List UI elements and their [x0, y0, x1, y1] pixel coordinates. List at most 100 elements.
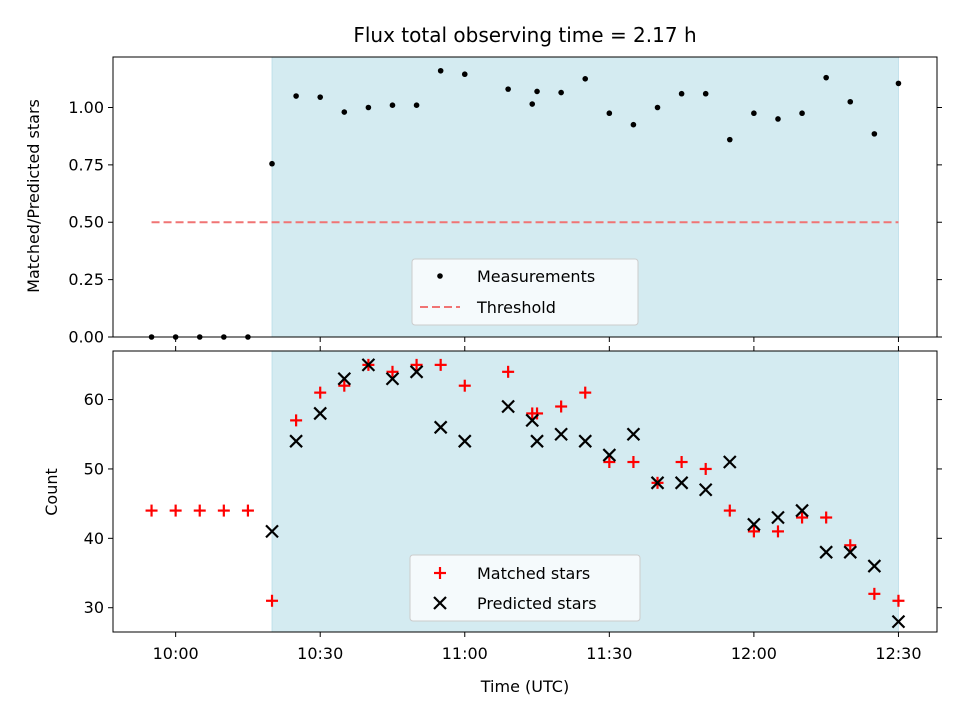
measurement-point: [823, 74, 829, 81]
x-tick-label: 10:00: [153, 644, 199, 663]
matched-star-point: [386, 365, 399, 378]
matched-star-point: [314, 386, 327, 399]
predicted-star-point: [626, 427, 641, 442]
top-panel: 0.00 0.25 0.50 0.75 1.00 Matched/Predicted s…: [24, 56, 942, 347]
measurement-point: [726, 136, 733, 143]
matched-star-point: [892, 594, 905, 607]
legend-measurements-label: Measurements: [477, 267, 595, 286]
measurement-point: [365, 104, 372, 111]
matched-star-point: [502, 365, 515, 378]
measurement-point: [630, 121, 637, 128]
predicted-star-point: [289, 434, 303, 448]
measurement-point: [654, 104, 661, 111]
predicted-star-point: [457, 434, 472, 448]
matched-star-point: [796, 511, 809, 524]
predicted-star-point: [433, 420, 448, 435]
matched-star-point: [844, 539, 857, 552]
matched-star-point: [675, 456, 688, 469]
legend-predicted-label: Predicted stars: [477, 594, 597, 613]
measurement-point: [606, 110, 613, 117]
y-tick-label: 40: [84, 529, 104, 548]
x-tick-label: 11:00: [442, 644, 488, 663]
matched-star-point: [241, 504, 254, 517]
measurement-point: [293, 93, 299, 99]
y-tick-label: 30: [84, 598, 104, 617]
measurement-point: [702, 90, 709, 97]
predicted-star-point: [602, 448, 617, 462]
top-x-ticks: [175, 337, 899, 342]
predicted-star-point: [409, 365, 424, 379]
top-legend-box: [411, 258, 639, 326]
x-axis-label: Time (UTC): [480, 677, 569, 696]
y-tick-label: 1.00: [68, 98, 104, 117]
matched-star-point: [410, 358, 423, 371]
matched-star-point: [699, 462, 712, 475]
y-tick-label: 0.75: [68, 155, 104, 174]
bottom-legend-box: [409, 554, 641, 622]
top-plot-frame: [112, 56, 938, 338]
legend-predicted-marker: [433, 596, 447, 610]
bottom-plot-frame: [112, 350, 938, 633]
measurement-point: [317, 94, 324, 100]
predicted-star-point: [819, 545, 833, 559]
matched-star-point: [627, 456, 640, 469]
measurement-point: [269, 160, 275, 167]
matched-star-point: [290, 414, 303, 427]
x-tick-label: 10:30: [297, 644, 343, 663]
predicted-star-point: [674, 476, 689, 490]
measurement-point: [461, 71, 468, 78]
measurement-point: [847, 98, 854, 105]
predicted-star-point: [723, 455, 737, 469]
predicted-star-point: [771, 510, 785, 525]
bottom-y-axis-label: Count: [42, 468, 61, 516]
bottom-marks: [145, 358, 906, 629]
y-tick-label: 50: [84, 459, 104, 478]
predicted-star-point: [867, 559, 882, 573]
measurement-point: [871, 131, 878, 137]
matched-star-point: [145, 504, 158, 517]
matched-star-point: [434, 358, 447, 371]
bottom-y-ticks: 30 40 50 60: [84, 390, 942, 617]
measurement-point: [678, 90, 685, 97]
top-legend: Measurements Threshold: [411, 258, 639, 326]
top-y-ticks: 0.00 0.25 0.50 0.75 1.00: [68, 98, 942, 347]
measurement-point: [895, 80, 902, 87]
measurement-point: [582, 76, 589, 82]
measurement-point: [529, 101, 536, 107]
predicted-star-point: [337, 371, 352, 386]
predicted-star-point: [385, 371, 400, 386]
legend-matched-marker: [434, 567, 446, 579]
predicted-star-point: [313, 406, 327, 421]
measurement-point: [341, 109, 348, 115]
y-tick-label: 60: [84, 390, 104, 409]
measurement-point: [389, 102, 396, 108]
legend-matched-label: Matched stars: [477, 564, 590, 583]
matched-star-point: [868, 587, 881, 600]
predicted-star-point: [265, 524, 279, 539]
predicted-star-point: [578, 434, 593, 448]
matched-star-point: [579, 386, 592, 399]
matched-star-point: [555, 400, 568, 413]
x-tick-label: 11:30: [586, 644, 632, 663]
x-tick-label: 12:30: [875, 644, 921, 663]
y-tick-label: 0.00: [68, 328, 104, 347]
predicted-star-point: [891, 614, 906, 629]
measurement-point: [558, 89, 564, 96]
predicted-star-point: [530, 434, 544, 448]
measurement-point: [505, 86, 511, 92]
matched-star-point: [266, 594, 279, 607]
predicted-star-point: [795, 503, 809, 518]
y-tick-label: 0.50: [68, 213, 104, 232]
predicted-star-point: [747, 517, 761, 532]
predicted-star-point: [525, 413, 540, 428]
measurement-point: [775, 116, 781, 122]
measurement-point: [413, 102, 420, 108]
bottom-x-ticks: 10:00 10:30 11:00 11:30 12:00 12:30: [153, 346, 922, 663]
measurement-point: [534, 88, 540, 95]
matched-star-point: [603, 456, 616, 469]
chart-title: Flux total observing time = 2.17 h: [353, 23, 696, 47]
matched-star-point: [723, 504, 736, 517]
bottom-legend: Matched stars Predicted stars: [409, 554, 641, 622]
